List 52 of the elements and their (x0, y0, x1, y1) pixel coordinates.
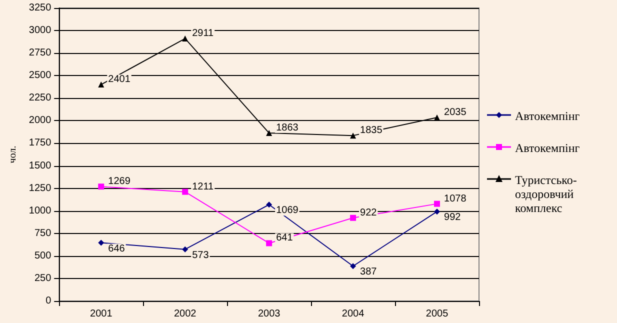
point (434, 208, 440, 215)
y-tick-label: 3000 (28, 25, 52, 36)
x-tick-label: 2001 (90, 308, 113, 320)
y-tick-label: 2250 (28, 92, 52, 104)
data-label: 573 (192, 250, 210, 261)
data-label: 641 (276, 232, 294, 244)
data-label: 1078 (444, 193, 467, 204)
y-tick-label: 2750 (28, 48, 52, 59)
data-label: 992 (444, 212, 462, 224)
point (266, 240, 272, 246)
y-tick-label: 1250 (28, 182, 52, 194)
y-tick-label: 1000 (28, 205, 52, 216)
data-label: 1211 (192, 181, 214, 192)
point (350, 214, 356, 221)
legend-label: Туристсько-оздоровчий комплекс (515, 172, 578, 214)
data-label: 922 (360, 207, 378, 218)
point (350, 132, 356, 139)
data-label: 1835 (360, 125, 383, 136)
y-tick-label: 2000 (28, 115, 52, 126)
data-label: 1863 (276, 122, 299, 134)
y-tick-label: 3250 (28, 2, 52, 14)
point (434, 200, 440, 207)
legend-label: Автокемпінг (515, 140, 581, 154)
x-tick-label: 2005 (426, 308, 449, 320)
point (182, 188, 188, 195)
y-tick-label: 0 (46, 296, 52, 306)
point (266, 202, 272, 208)
point (350, 263, 356, 270)
data-label: 2911 (192, 28, 214, 40)
data-label: 2035 (444, 107, 467, 118)
data-label: 1269 (108, 176, 131, 188)
y-tick-label: 250 (34, 272, 52, 284)
y-tick-label: 750 (34, 228, 52, 239)
point (98, 184, 104, 190)
x-tick-label: 2004 (342, 308, 365, 320)
y-tick-label: 500 (34, 250, 52, 262)
y-axis-title: чол. (8, 146, 18, 164)
x-tick-label: 2002 (174, 308, 197, 320)
point (98, 240, 104, 246)
y-tick-label: 1500 (28, 160, 52, 172)
data-label: 2401 (108, 74, 131, 86)
x-tick-label: 2003 (258, 308, 281, 320)
data-label: 1069 (276, 205, 299, 216)
point (182, 36, 188, 42)
point (98, 82, 104, 88)
y-tick-label: 1750 (28, 138, 52, 149)
y-tick-label: 2500 (28, 70, 52, 82)
legend-label: Автокемпінг (515, 108, 581, 122)
data-label: 646 (108, 243, 126, 254)
data-label: 387 (360, 266, 378, 278)
point (182, 246, 188, 252)
point (266, 130, 272, 136)
